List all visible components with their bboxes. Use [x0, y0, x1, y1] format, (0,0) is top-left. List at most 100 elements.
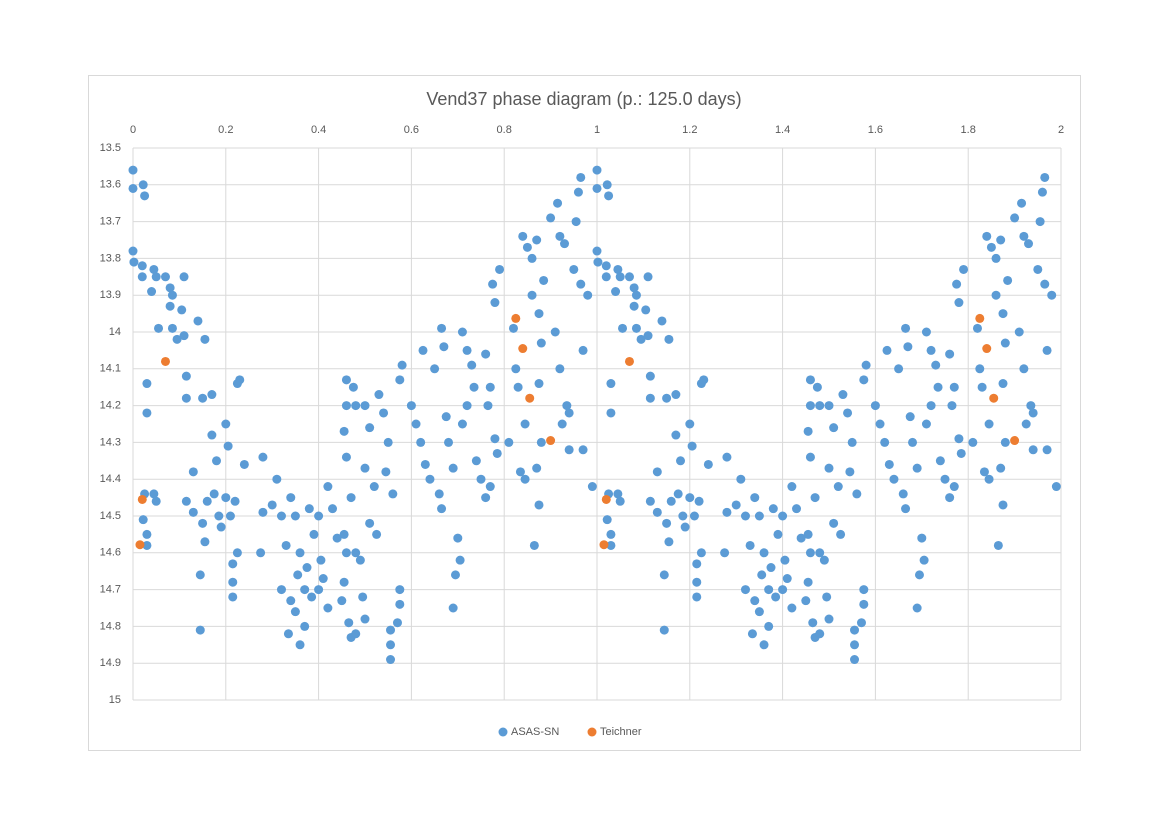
data-point — [395, 375, 405, 385]
data-point — [504, 437, 514, 447]
data-point — [167, 323, 177, 333]
data-point — [694, 496, 704, 506]
data-point — [147, 287, 157, 297]
data-point — [207, 430, 217, 440]
data-point — [332, 533, 342, 543]
data-point — [286, 596, 296, 606]
data-point — [341, 401, 351, 411]
data-point — [341, 548, 351, 558]
x-tick-label: 1 — [594, 124, 600, 136]
data-point — [167, 290, 177, 300]
data-point — [856, 618, 866, 628]
data-point — [140, 191, 150, 201]
data-point — [418, 345, 428, 355]
data-point — [880, 437, 890, 447]
data-point — [1019, 231, 1029, 241]
data-point — [592, 183, 602, 193]
x-tick-label: 1.2 — [682, 124, 697, 136]
data-point — [838, 390, 848, 400]
data-point — [819, 555, 829, 565]
data-point — [768, 504, 778, 514]
data-point — [986, 242, 996, 252]
data-point — [137, 261, 147, 271]
data-point — [518, 231, 528, 241]
data-point — [583, 290, 593, 300]
data-point — [959, 264, 969, 274]
data-point — [555, 231, 565, 241]
data-point — [641, 305, 651, 315]
data-point — [351, 401, 361, 411]
x-tick-label: 0.4 — [311, 124, 326, 136]
data-point — [1017, 198, 1027, 208]
data-point — [687, 441, 697, 451]
data-point — [615, 496, 625, 506]
data-point — [599, 540, 609, 550]
data-point — [889, 474, 899, 484]
data-point — [956, 448, 966, 458]
y-tick-label: 13.6 — [100, 179, 121, 191]
data-point — [722, 507, 732, 517]
data-point — [304, 504, 314, 514]
data-point — [444, 437, 454, 447]
data-point — [562, 401, 572, 411]
data-point — [135, 540, 145, 550]
data-point — [188, 467, 198, 477]
data-point — [392, 618, 402, 628]
data-point — [314, 585, 324, 595]
data-point — [1047, 290, 1057, 300]
data-point — [954, 434, 964, 444]
data-point — [903, 342, 913, 352]
data-point — [151, 496, 161, 506]
data-point — [467, 360, 477, 370]
data-point — [720, 548, 730, 558]
data-point — [228, 559, 238, 569]
data-point — [395, 599, 405, 609]
data-point — [276, 511, 286, 521]
data-point — [847, 437, 857, 447]
data-point — [740, 511, 750, 521]
data-point — [439, 342, 449, 352]
data-point — [290, 511, 300, 521]
data-point — [968, 437, 978, 447]
data-point — [339, 426, 349, 436]
data-point — [852, 489, 862, 499]
data-point — [293, 570, 303, 580]
data-point — [631, 323, 641, 333]
data-point — [160, 356, 170, 366]
data-point — [142, 540, 152, 550]
data-point — [564, 408, 574, 418]
data-point — [680, 522, 690, 532]
data-point — [731, 500, 741, 510]
data-point — [395, 585, 405, 595]
data-point — [221, 419, 231, 429]
data-point — [286, 493, 296, 503]
data-point — [703, 459, 713, 469]
data-point — [532, 463, 542, 473]
data-point — [592, 165, 602, 175]
data-point — [520, 419, 530, 429]
data-point — [805, 548, 815, 558]
data-point — [764, 585, 774, 595]
x-tick-label: 1.6 — [868, 124, 883, 136]
data-point — [573, 187, 583, 197]
data-point — [1000, 437, 1010, 447]
data-point — [645, 393, 655, 403]
data-point — [469, 382, 479, 392]
data-point — [815, 548, 825, 558]
data-point — [546, 213, 556, 223]
data-point — [1028, 445, 1038, 455]
data-point — [165, 283, 175, 293]
data-point — [979, 467, 989, 477]
data-point — [1033, 264, 1043, 274]
data-point — [471, 456, 481, 466]
data-point — [592, 246, 602, 256]
data-point — [766, 563, 776, 573]
data-point — [379, 408, 389, 418]
data-point — [411, 419, 421, 429]
data-point — [1026, 401, 1036, 411]
data-point — [629, 283, 639, 293]
data-point — [195, 570, 205, 580]
data-point — [977, 382, 987, 392]
data-point — [323, 482, 333, 492]
data-point — [1010, 213, 1020, 223]
